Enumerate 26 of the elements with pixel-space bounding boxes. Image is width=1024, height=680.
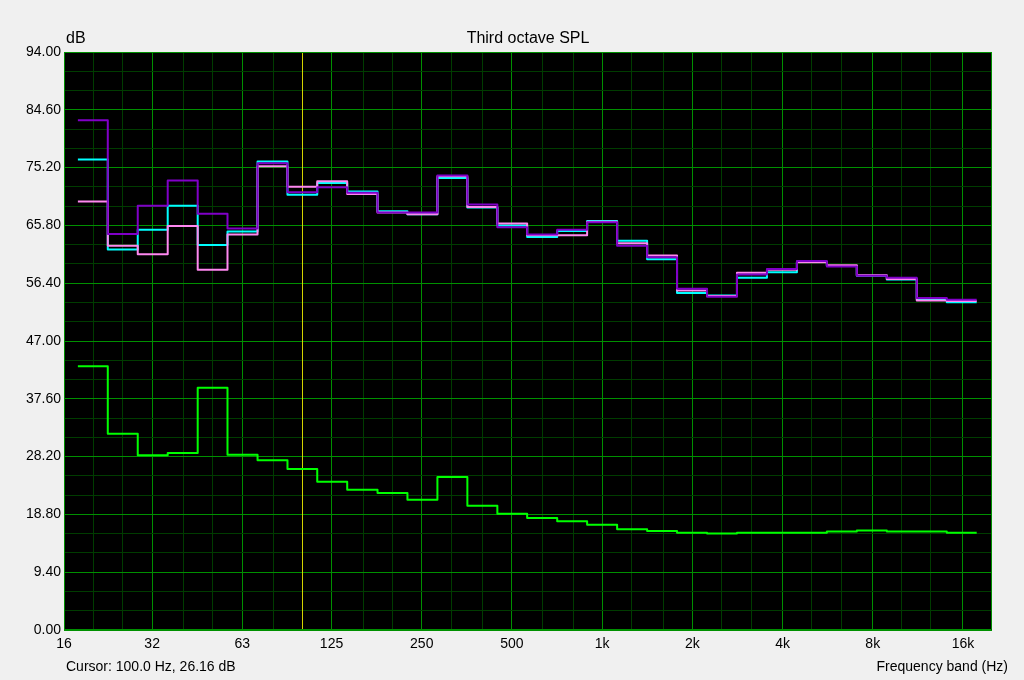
chart-title: Third octave SPL xyxy=(466,29,590,46)
x-axis-title: Frequency band (Hz) xyxy=(876,658,1008,674)
x-tick-label: 125 xyxy=(319,635,344,652)
x-tick-label: 16 xyxy=(56,635,72,652)
y-tick-label: 18.80 xyxy=(25,505,62,522)
y-tick-label: 84.60 xyxy=(25,100,62,117)
x-tick-label: 4k xyxy=(775,635,791,652)
x-tick-label: 16k xyxy=(951,635,976,652)
text: Cursor: 100.0 Hz, 26.16 dB xyxy=(66,658,236,674)
y-tick-label: 37.60 xyxy=(25,389,62,406)
x-tick-label: 8k xyxy=(865,635,882,652)
y-axis-title: dB xyxy=(66,29,86,46)
x-tick-label: 2k xyxy=(684,635,701,652)
x-tick-label: 63 xyxy=(234,635,251,652)
x-tick-label: 250 xyxy=(410,635,434,652)
y-tick-label: 9.40 xyxy=(33,563,62,580)
x-tick-label: 32 xyxy=(144,635,161,652)
x-tick-label: 500 xyxy=(500,635,524,652)
y-tick-label: 47.00 xyxy=(25,331,62,348)
x-tick-label: 1k xyxy=(594,635,611,652)
y-tick-label: 56.40 xyxy=(25,274,62,291)
y-tick-label: 65.80 xyxy=(25,216,62,233)
y-tick-label: 28.20 xyxy=(25,447,62,464)
y-tick-label: 75.20 xyxy=(25,158,62,175)
y-tick-label: 94.00 xyxy=(25,42,62,59)
y-tick-label: 0.00 xyxy=(33,620,62,637)
